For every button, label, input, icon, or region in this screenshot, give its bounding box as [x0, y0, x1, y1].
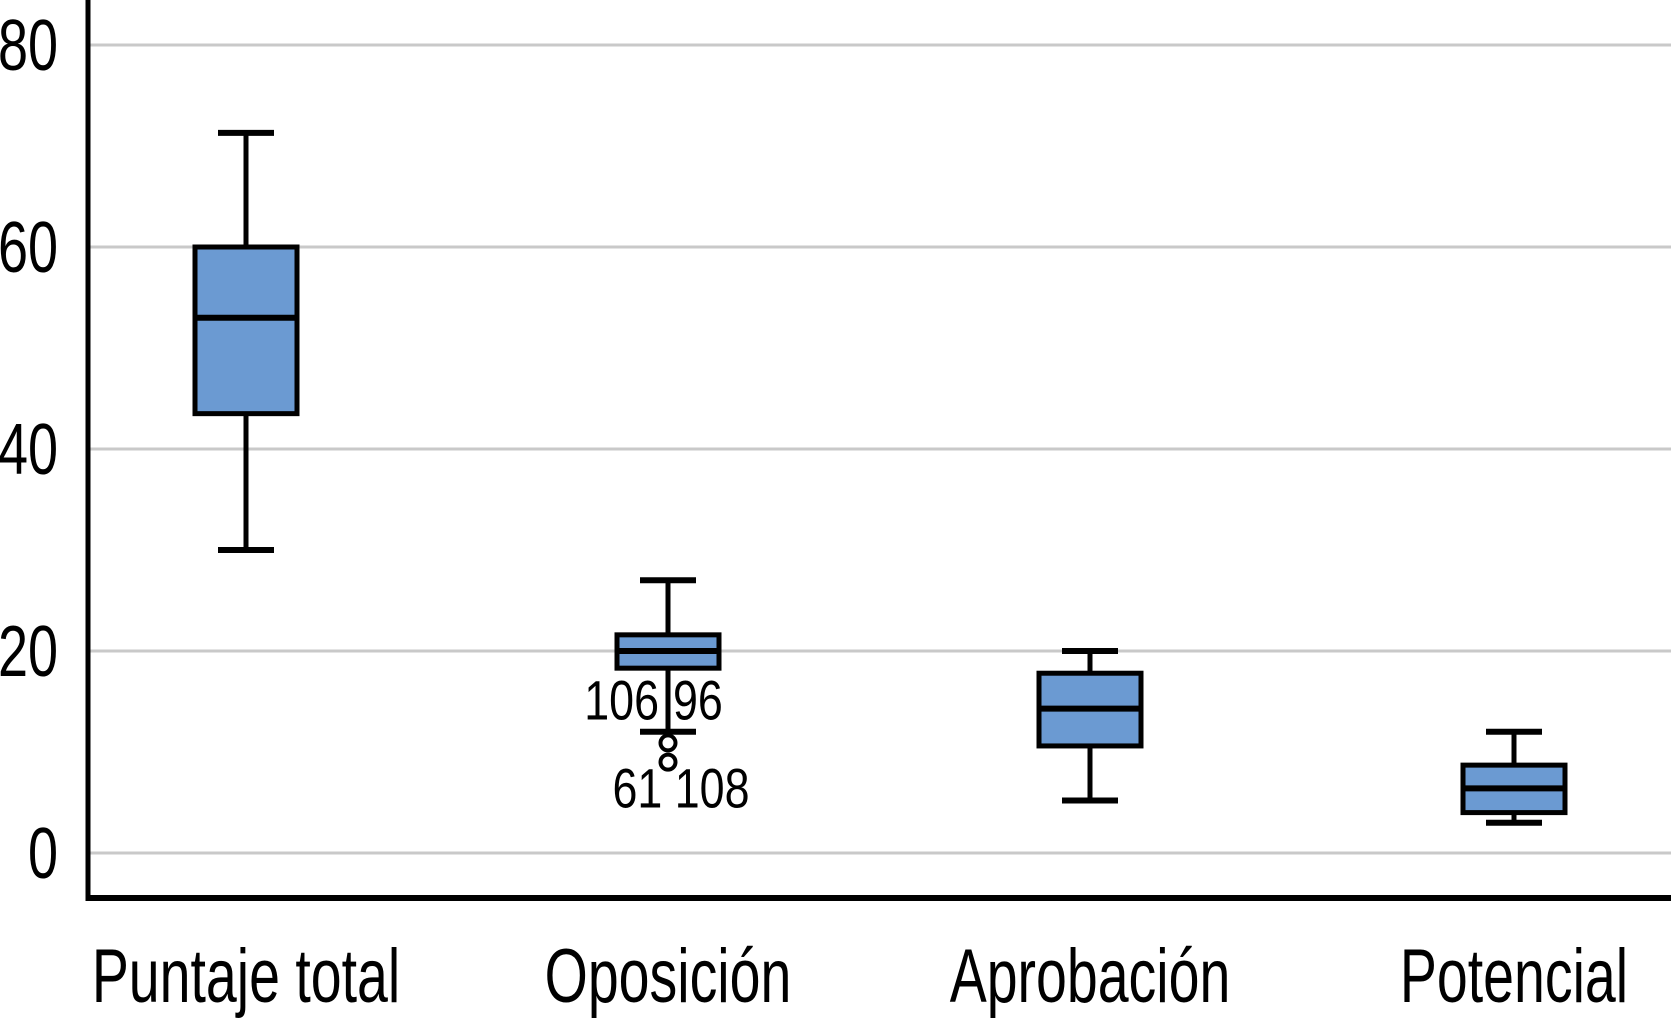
x-category-label-oposicion: Oposición [545, 935, 792, 1020]
y-tick-label-20: 20 [0, 612, 58, 692]
boxplot-oposicion: 106 96 61 108 [584, 577, 750, 820]
boxplot-puntaje-total [192, 129, 300, 553]
outlier-point [658, 752, 678, 772]
y-tick-label-0: 0 [28, 814, 58, 894]
x-category-label-potencial: Potencial [1400, 935, 1628, 1020]
x-category-label-aprobacion: Aprobación [950, 935, 1231, 1020]
outlier-case-label: 106 [584, 669, 659, 732]
y-tick-label-80: 80 [0, 6, 58, 86]
boxplot-potencial [1460, 728, 1568, 826]
outlier-point [658, 733, 678, 753]
outlier-case-label: 96 [673, 669, 723, 732]
outlier-case-label: 61 108 [612, 757, 749, 820]
y-tick-label-40: 40 [0, 410, 58, 490]
boxplot-aprobacion [1036, 648, 1144, 804]
x-category-label-puntaje-total: Puntaje total [92, 935, 400, 1020]
y-tick-label-60: 60 [0, 208, 58, 288]
iqr-box [192, 244, 300, 417]
